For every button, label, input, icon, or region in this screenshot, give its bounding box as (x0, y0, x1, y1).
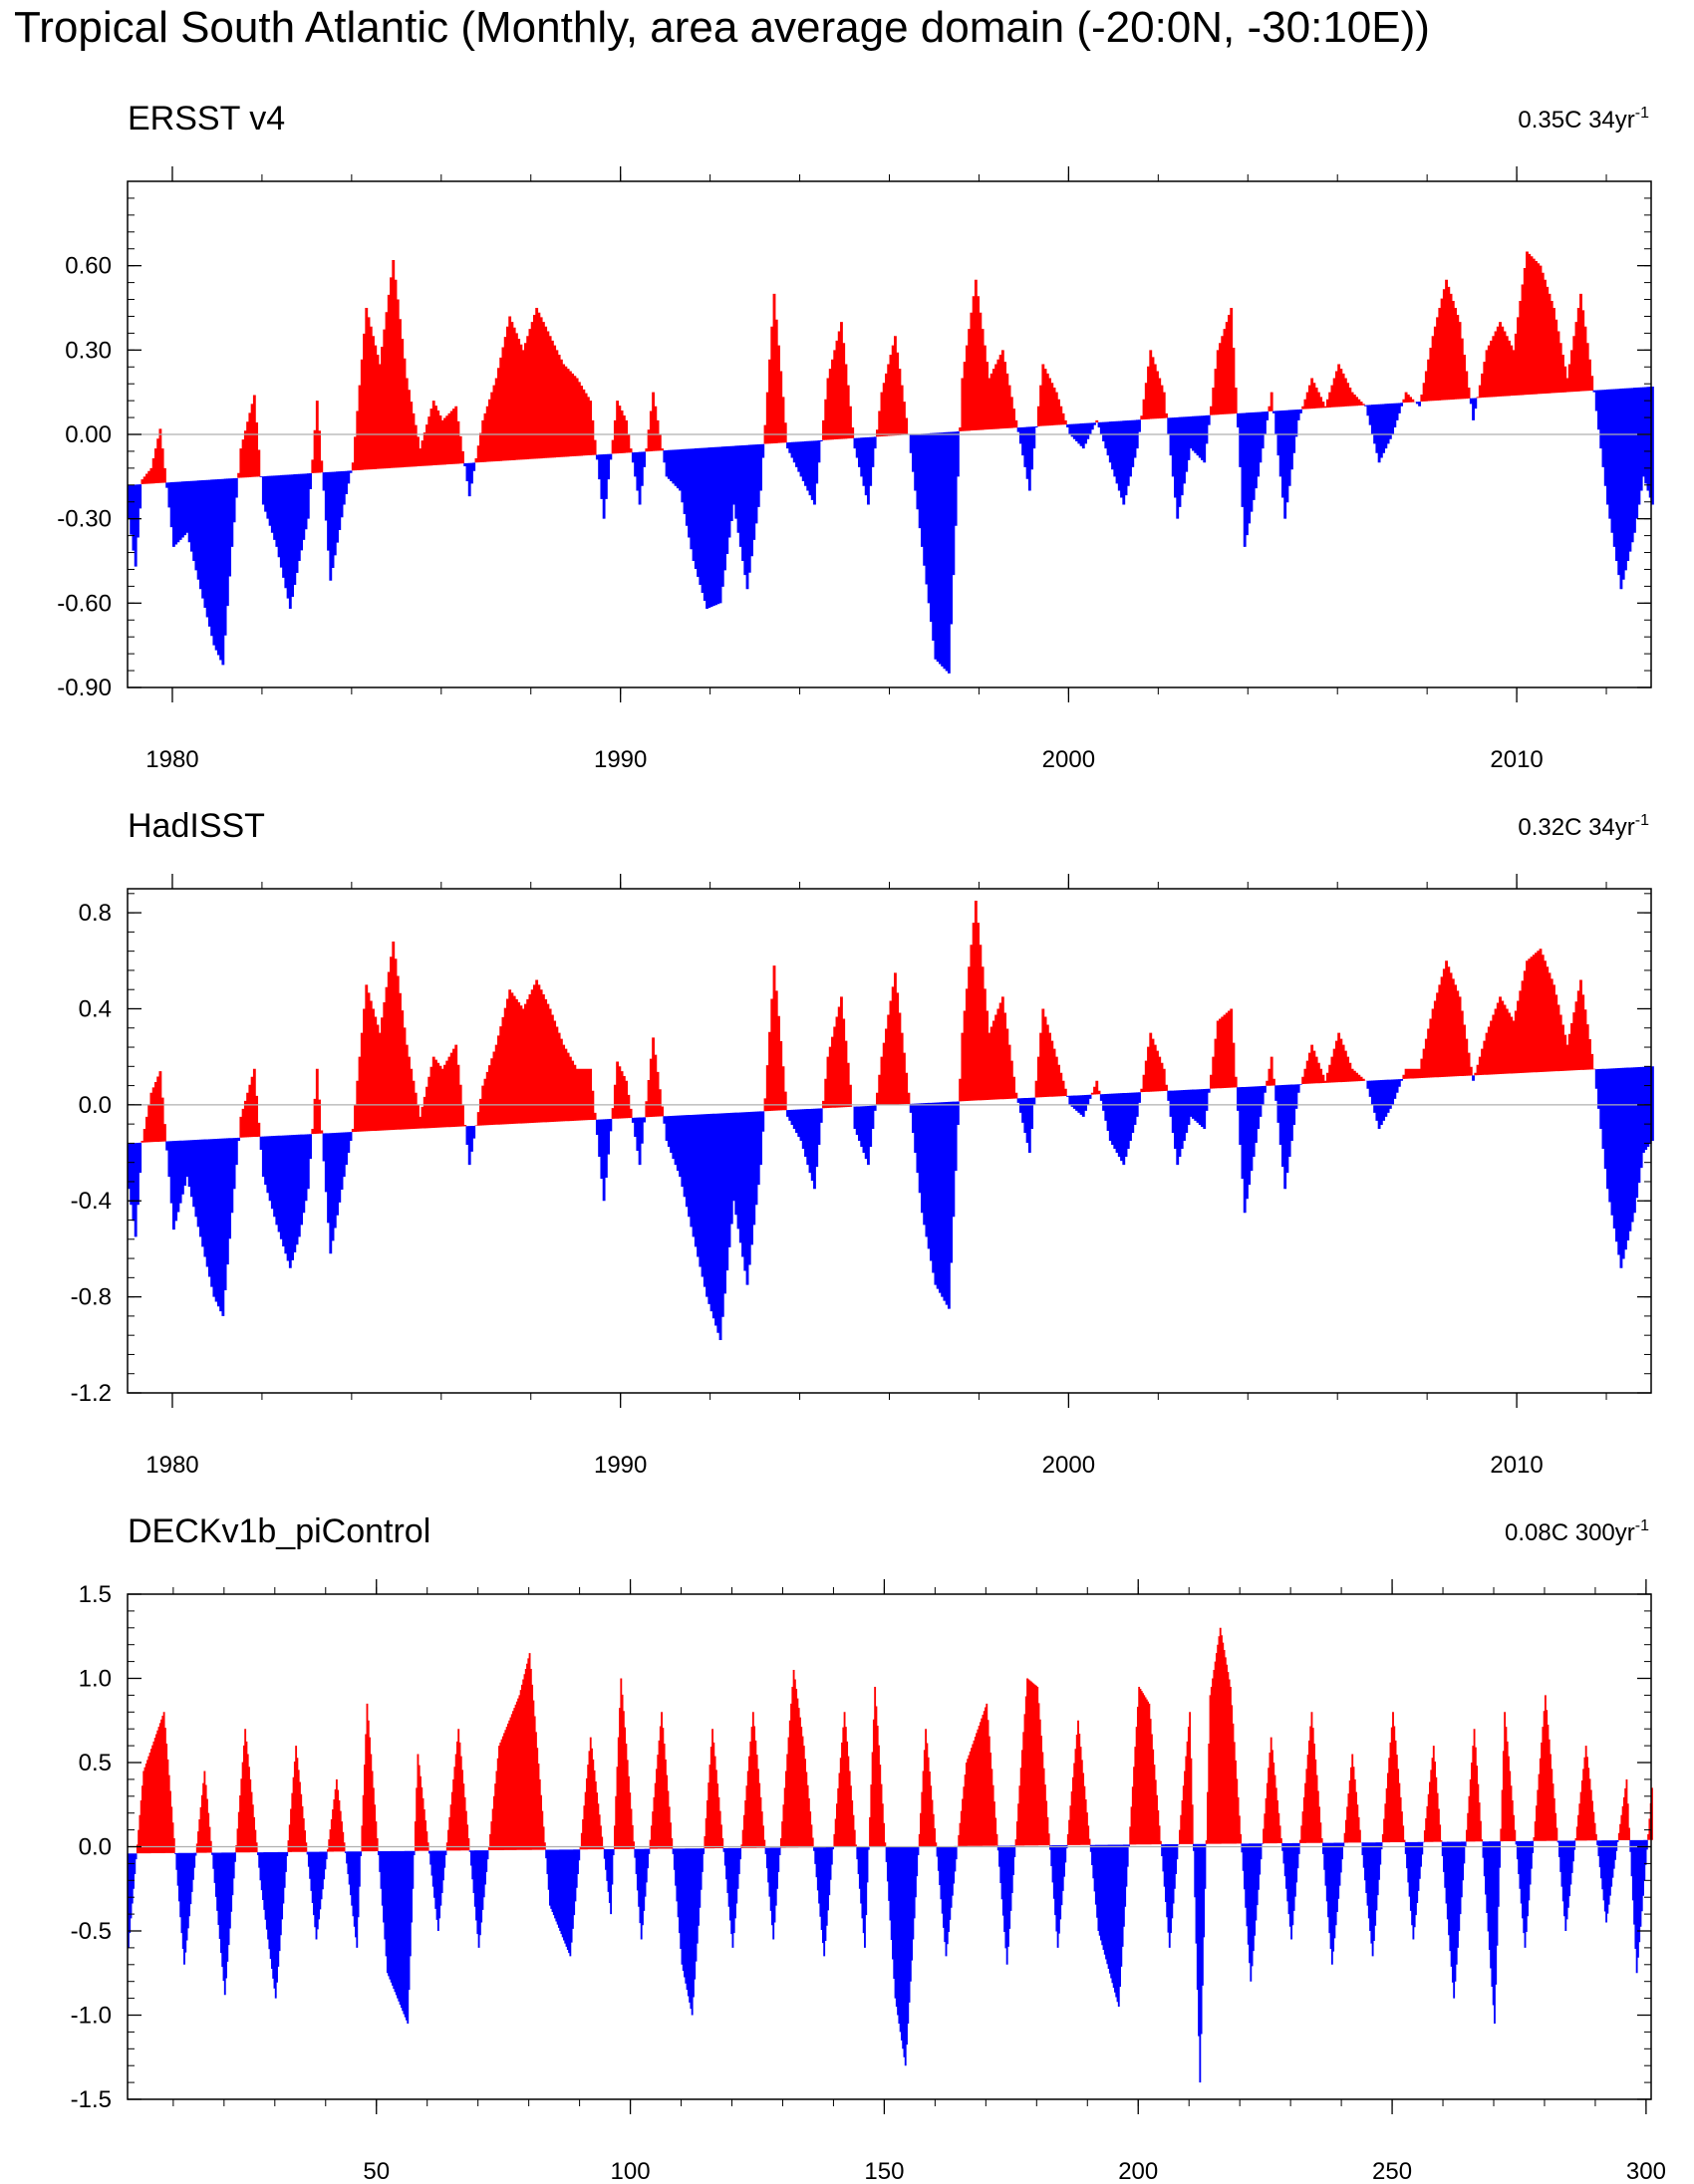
x-tick-label: 1980 (145, 746, 198, 773)
x-tick-label: 2000 (1042, 746, 1095, 773)
trend-value: 0.32C (1518, 814, 1588, 841)
y-tick-label: 0.5 (79, 1750, 112, 1776)
y-tick-label: -1.2 (71, 1380, 112, 1407)
plot-frame (127, 888, 1652, 1394)
chart-panel-2: HadISST 0.32C 34yr-1 0.8 0.4 0.0 -0.4 -0.8 -1.2… (71, 807, 1654, 1479)
trend-exponent: -1 (1635, 1517, 1649, 1534)
y-tick-label: -1.0 (71, 2003, 112, 2030)
y-tick-label: 0.4 (79, 995, 112, 1022)
positive-anomaly-fill (136, 1627, 1653, 1854)
trend-period: 300yr (1575, 1519, 1635, 1546)
figure-title: Tropical South Atlantic (Monthly, area a… (14, 3, 1430, 52)
x-tick-label: 200 (1118, 2158, 1158, 2184)
y-tick-label: -0.5 (71, 1918, 112, 1945)
y-tick-label: 0.60 (65, 253, 112, 280)
x-tick-label: 1980 (145, 1452, 198, 1479)
panel-title: DECKv1b_piControl (128, 1512, 430, 1550)
trend-annotation: 0.32C 34yr-1 (1518, 812, 1649, 841)
trend-period: 34yr (1588, 814, 1635, 841)
positive-anomaly-fill (141, 901, 1596, 1143)
y-tick-label: 1.5 (79, 1581, 112, 1608)
y-tick-label: -0.4 (71, 1188, 112, 1215)
y-tick-label: 0.0 (79, 1834, 112, 1861)
y-tick-label: -0.8 (71, 1284, 112, 1311)
trend-annotation: 0.35C 34yr-1 (1518, 105, 1649, 134)
trend-annotation: 0.08C 300yr-1 (1505, 1517, 1649, 1546)
trend-value: 0.08C (1505, 1519, 1575, 1546)
y-tick-label: 0.0 (79, 1092, 112, 1119)
x-tick-label: 100 (611, 2158, 651, 2184)
x-tick-label: 300 (1626, 2158, 1666, 2184)
chart-panel-1: ERSST v4 0.35C 34yr-1 0.60 0.30 0.00 -0.30 -0.… (57, 100, 1654, 773)
x-tick-label: 50 (363, 2158, 390, 2184)
positive-anomaly-fill (141, 251, 1594, 484)
y-tick-label: 0.00 (65, 421, 112, 448)
y-tick-label: -0.60 (57, 590, 112, 617)
x-tick-label: 1990 (594, 1452, 647, 1479)
y-tick-label: -0.90 (57, 675, 112, 701)
x-tick-label: 2010 (1490, 746, 1543, 773)
panel-title: HadISST (128, 807, 265, 845)
y-tick-label: 0.30 (65, 337, 112, 364)
x-tick-label: 150 (864, 2158, 904, 2184)
negative-anomaly-fill (127, 1839, 1648, 2083)
chart-panel-3: DECKv1b_piControl 0.08C 300yr-1 1.5 1.0 0.5 0… (71, 1512, 1666, 2184)
y-tick-label: -0.30 (57, 506, 112, 533)
trend-exponent: -1 (1635, 812, 1649, 829)
x-tick-label: 2010 (1490, 1452, 1543, 1479)
x-tick-label: 250 (1372, 2158, 1412, 2184)
panel-title: ERSST v4 (128, 100, 285, 137)
y-tick-label: -1.5 (71, 2086, 112, 2113)
trend-period: 34yr (1588, 107, 1635, 134)
trend-exponent: -1 (1635, 105, 1649, 122)
y-tick-label: 0.8 (79, 900, 112, 927)
x-tick-label: 2000 (1042, 1452, 1095, 1479)
x-tick-label: 1990 (594, 746, 647, 773)
trend-value: 0.35C (1518, 107, 1588, 134)
y-tick-label: 1.0 (79, 1666, 112, 1693)
